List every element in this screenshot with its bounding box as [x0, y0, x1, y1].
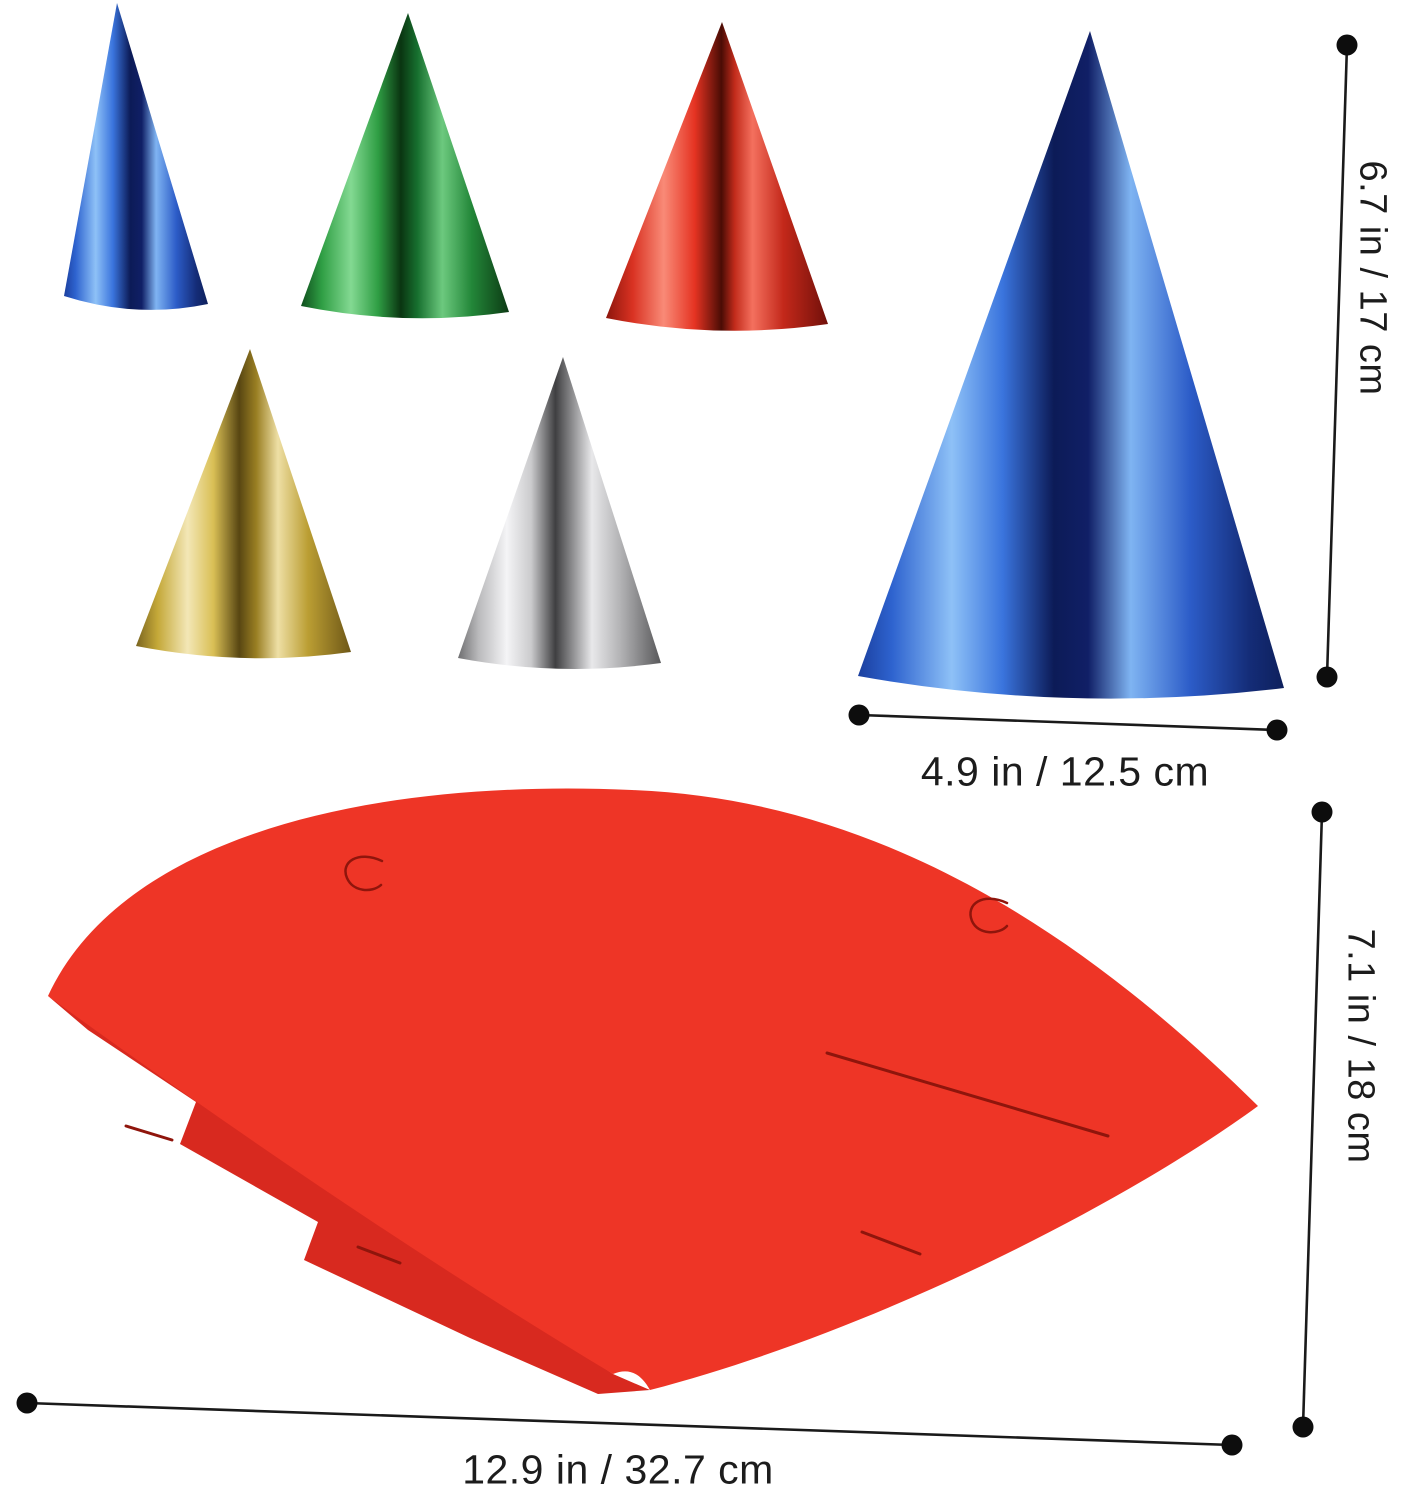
dimension-endpoint-dot: [1221, 1434, 1243, 1456]
cone-gold: [136, 349, 351, 659]
cone-small-blue: [64, 3, 208, 310]
cone-red: [606, 22, 828, 331]
fan-slit-cut: [124, 1124, 174, 1142]
fan-sheet-front: [48, 788, 1258, 1390]
fan-slit-cut: [825, 1051, 1110, 1138]
cone-silver: [458, 357, 661, 669]
dimension-endpoint-dot: [1292, 1416, 1314, 1438]
fan-slit-cut: [860, 1230, 922, 1256]
dimension-line-cone-height: [1325, 44, 1349, 678]
dimension-label-fan-height: 7.1 in / 18 cm: [1339, 928, 1382, 1164]
dimension-endpoint-dot: [1336, 34, 1358, 56]
fan-hook-cut: [344, 855, 384, 892]
dimension-label-cone-height: 6.7 in / 17 cm: [1351, 160, 1394, 396]
dimension-line-cone-width: [858, 713, 1278, 732]
dimension-endpoint-dot: [1316, 666, 1338, 688]
fan-slit-cut: [356, 1245, 402, 1265]
dimension-label-fan-width: 12.9 in / 32.7 cm: [462, 1446, 774, 1493]
dimension-line-fan-width: [26, 1401, 1233, 1447]
dimension-endpoint-dot: [848, 704, 870, 726]
dimension-label-cone-width: 4.9 in / 12.5 cm: [920, 748, 1210, 795]
dimension-endpoint-dot: [1266, 719, 1288, 741]
dimension-line-fan-height: [1301, 811, 1324, 1428]
fan-hook-cut: [969, 897, 1009, 934]
dimension-endpoint-dot: [1311, 801, 1333, 823]
cone-green: [301, 13, 509, 319]
cone-large-blue: [858, 31, 1284, 699]
dimension-endpoint-dot: [16, 1392, 38, 1414]
